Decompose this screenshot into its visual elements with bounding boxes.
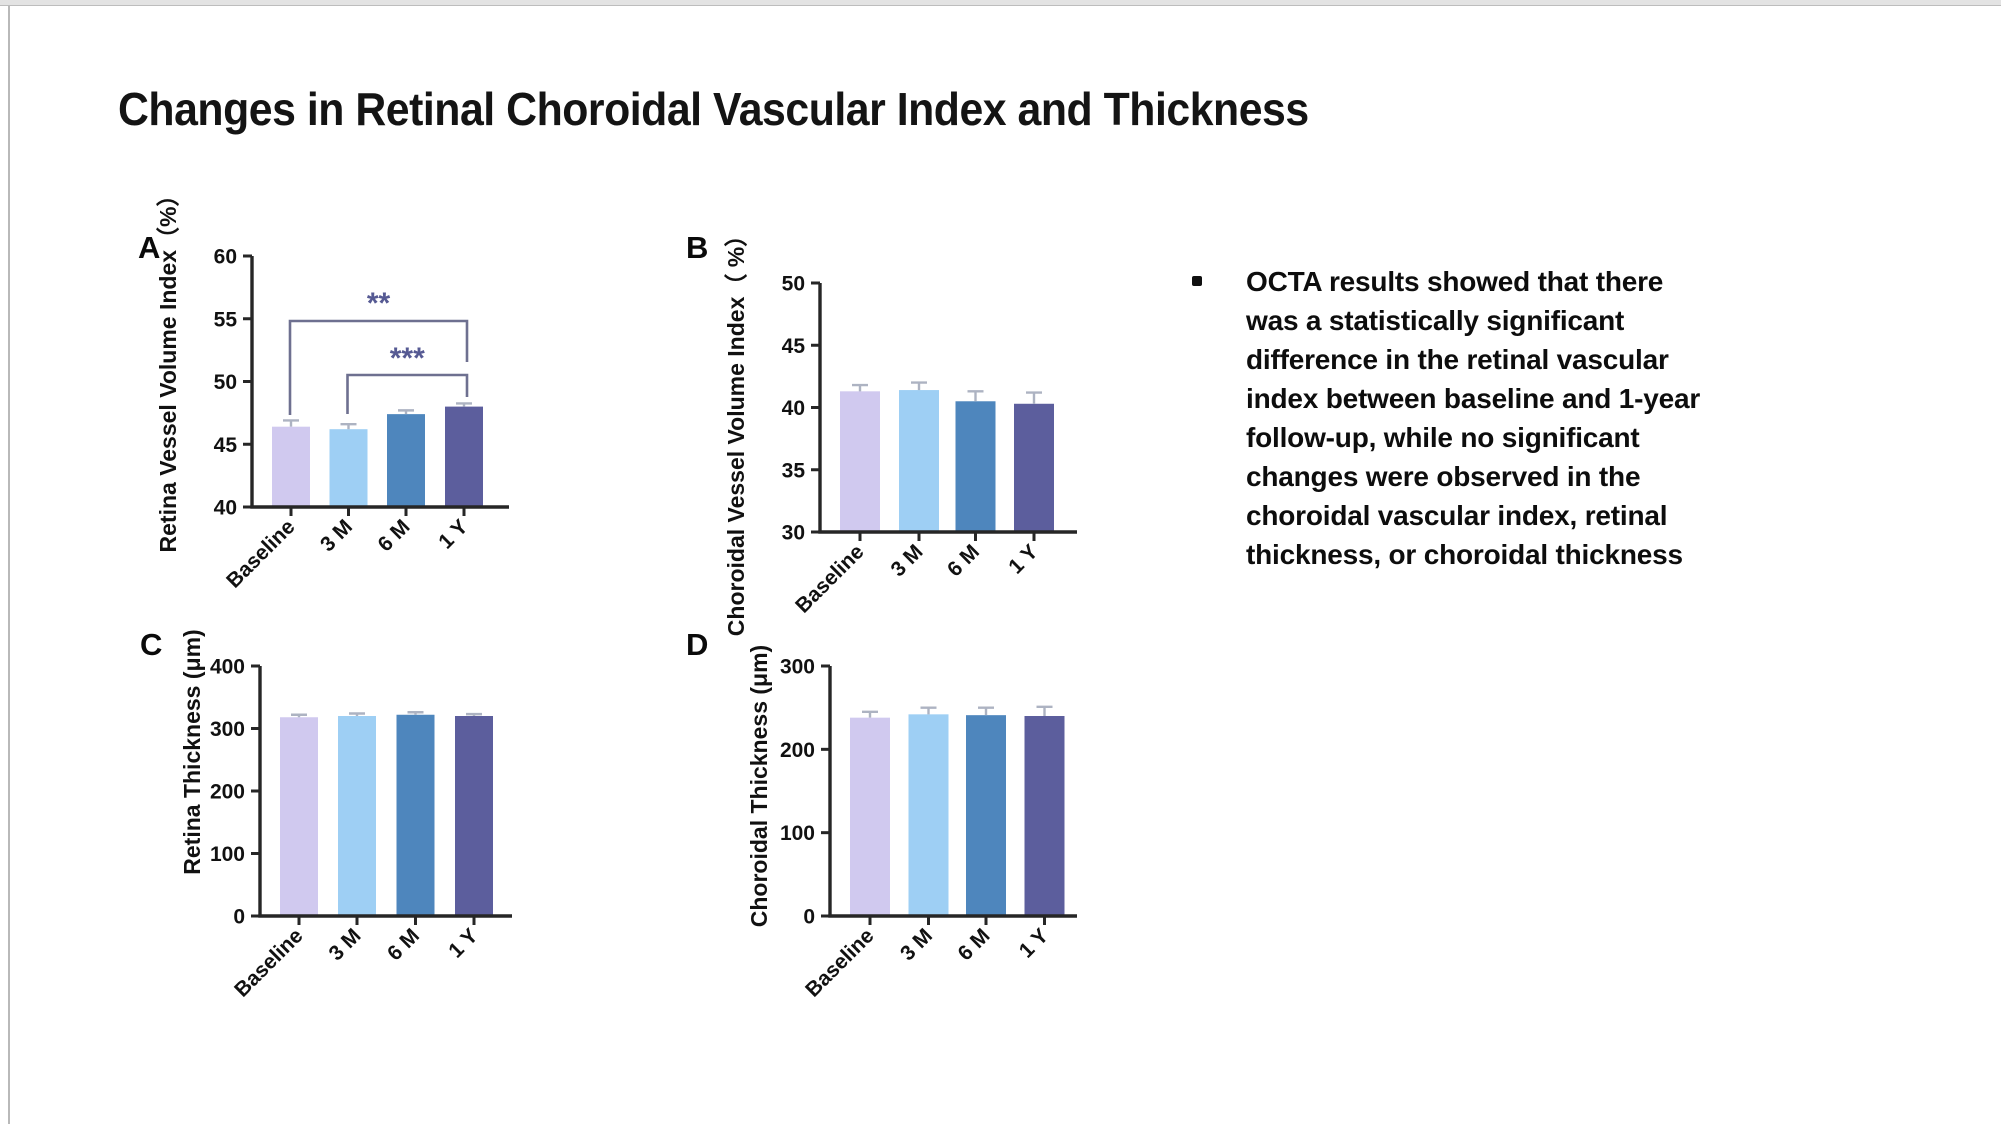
y-tick-label: 40 [214, 497, 237, 520]
bar-1y [1014, 403, 1054, 532]
error-bar [967, 390, 984, 402]
category-label: 1 Y [434, 515, 472, 553]
error-bar [978, 706, 994, 716]
bullet-text: OCTA results showed that there was a stat… [1246, 262, 1700, 574]
bullet-line: index between baseline and 1-year [1246, 383, 1701, 414]
bar-baseline [280, 717, 318, 916]
y-tick-label: 300 [210, 718, 245, 741]
panel-B: 30 35 40 45 50 Baseline 3 M 6 M 1 Y B Choroidal Ve… [686, 224, 1077, 636]
bullet-line: choroidal vascular index, retinal [1246, 500, 1668, 531]
y-tick-label: 0 [233, 906, 245, 929]
y-tick-label: 100 [210, 843, 245, 866]
y-tick-label: 30 [782, 522, 805, 545]
error-bar [466, 712, 482, 716]
category-label: 6 M [943, 540, 984, 581]
y-tick-label: 400 [210, 656, 245, 679]
bullet-line: changes were observed in the [1246, 461, 1641, 492]
category-label: Baseline [801, 924, 878, 1001]
y-tick-label: 45 [214, 434, 238, 457]
category-label: 3 M [887, 540, 928, 581]
error-bar [1036, 705, 1053, 716]
category-label: 3 M [325, 924, 366, 965]
category-label: 1 Y [444, 924, 482, 962]
category-label: 3 M [316, 515, 357, 556]
y-axis-title: Choroidal Vessel Volume Index（ %） [723, 224, 749, 636]
error-bar [398, 409, 414, 415]
bullet-marker-icon [1192, 276, 1202, 286]
category-label: 1 Y [1015, 924, 1053, 962]
error-bar [456, 402, 472, 407]
bar-3m [899, 390, 939, 532]
slide-top-edge [0, 0, 2001, 6]
panel-label: C [140, 627, 162, 662]
error-bar [862, 710, 878, 718]
bar-1y [1024, 716, 1065, 916]
panel-D: 0 100 200 300 Baseline 3 M 6 M 1 Y D Choroidal Th… [686, 627, 1077, 1002]
bar-6m [966, 715, 1006, 916]
y-tick-label: 60 [214, 246, 237, 269]
error-bar [407, 711, 424, 715]
y-tick-label: 100 [780, 822, 815, 845]
y-tick-label: 200 [210, 781, 245, 804]
significance-bracket [288, 319, 469, 415]
bar-6m [955, 401, 996, 532]
y-tick-label: 35 [782, 459, 806, 482]
error-bar [291, 713, 307, 718]
category-label: 6 M [383, 924, 424, 965]
bullet-point: OCTA results showed that there was a stat… [1192, 262, 1700, 574]
bullet-line: difference in the retinal vascular [1246, 344, 1669, 375]
y-axis-title: Choroidal Thickness (μm) [746, 645, 772, 927]
category-label: 1 Y [1004, 540, 1042, 578]
error-bar [349, 712, 365, 716]
y-tick-label: 50 [214, 371, 237, 394]
y-tick-label: 50 [782, 273, 805, 296]
bar-3m [908, 714, 949, 916]
category-label: 3 M [896, 924, 937, 965]
bar-6m [396, 714, 435, 916]
error-bar [1026, 391, 1042, 404]
panel-label: A [138, 230, 160, 265]
category-label: Baseline [230, 924, 307, 1001]
bar-1y [445, 406, 483, 507]
error-bar [920, 706, 937, 715]
category-label: Baseline [222, 515, 299, 592]
panel-label: B [686, 230, 708, 265]
category-label: Baseline [791, 540, 868, 617]
significance-bracket [346, 373, 469, 414]
error-bar [283, 419, 299, 427]
error-bar [340, 422, 357, 430]
error-bar [911, 381, 927, 391]
category-label: 6 M [374, 515, 415, 556]
bullet-line: thickness, or choroidal thickness [1246, 539, 1683, 570]
y-tick-label: 0 [803, 906, 815, 929]
panel-label: D [686, 627, 708, 662]
y-tick-label: 40 [782, 397, 805, 420]
y-tick-label: 55 [214, 308, 238, 331]
bullet-line: follow-up, while no significant [1246, 422, 1640, 453]
bar-3m [338, 716, 376, 916]
bar-3m [329, 429, 368, 507]
y-axis-title: Retina Vessel Volume Index（%） [155, 184, 181, 553]
panel-C: 0 100 200 300 400 Baseline 3 M 6 M 1 Y C Retina Th… [140, 627, 512, 1002]
bullet-line: was a statistically significant [1246, 305, 1625, 336]
y-tick-label: 300 [780, 656, 815, 679]
y-tick-label: 200 [780, 739, 815, 762]
category-label: 6 M [954, 924, 995, 965]
error-bar [852, 383, 868, 392]
significance-stars: ** [367, 287, 391, 320]
bar-baseline [840, 391, 880, 532]
significance-stars: *** [390, 342, 425, 375]
y-axis-title: Retina Thickness (μm) [179, 629, 205, 874]
slide-left-edge [8, 6, 10, 1124]
bar-1y [455, 716, 493, 916]
page-title: Changes in Retinal Choroidal Vascular In… [118, 83, 1309, 135]
y-tick-label: 45 [782, 335, 806, 358]
bar-baseline [272, 426, 310, 507]
bar-6m [387, 414, 425, 507]
bar-baseline [850, 717, 890, 916]
bullet-line: OCTA results showed that there [1246, 266, 1664, 297]
